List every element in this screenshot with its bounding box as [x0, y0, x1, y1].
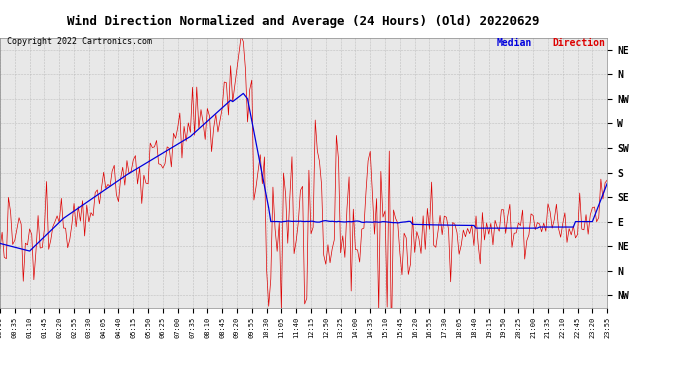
Text: Wind Direction Normalized and Average (24 Hours) (Old) 20220629: Wind Direction Normalized and Average (2…: [68, 15, 540, 28]
Text: Median: Median: [497, 38, 532, 48]
Text: Direction: Direction: [552, 38, 605, 48]
Text: Copyright 2022 Cartronics.com: Copyright 2022 Cartronics.com: [7, 38, 152, 46]
